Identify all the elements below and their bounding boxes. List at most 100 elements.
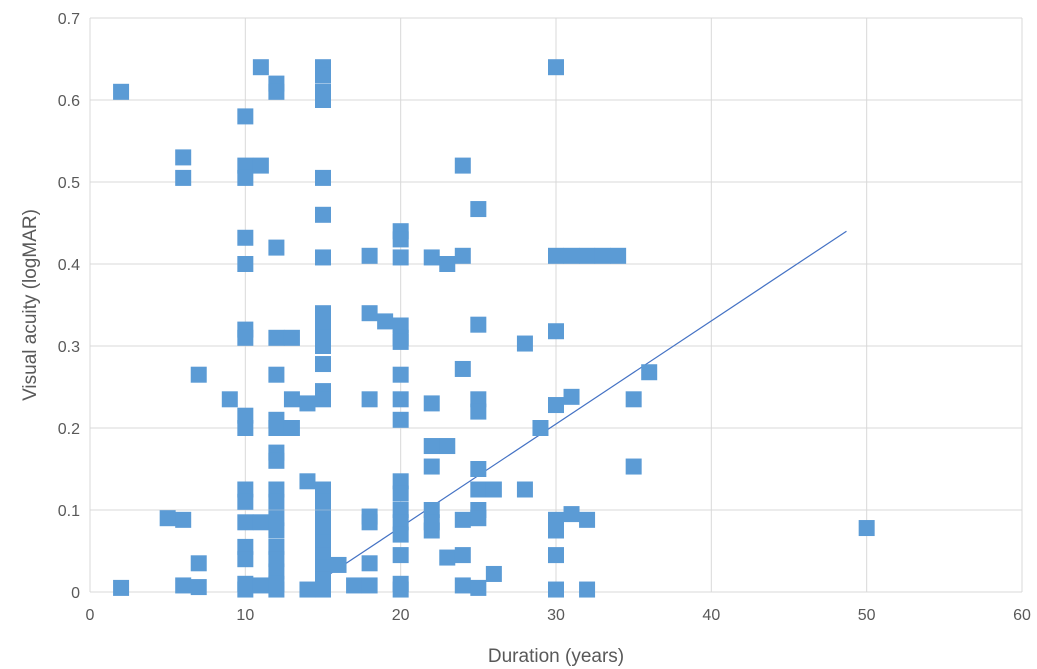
- data-point: [299, 395, 316, 412]
- data-point: [315, 249, 331, 266]
- data-point: [470, 391, 487, 408]
- data-point: [470, 481, 487, 498]
- data-point: [175, 511, 192, 528]
- data-point: [190, 366, 207, 383]
- data-point: [361, 555, 378, 572]
- data-point: [423, 458, 440, 475]
- data-point: [237, 581, 254, 598]
- data-point: [423, 522, 440, 539]
- data-point: [315, 356, 331, 373]
- data-point: [299, 581, 316, 598]
- data-point: [361, 514, 378, 531]
- x-tick-label: 30: [547, 607, 565, 624]
- data-point: [454, 511, 471, 528]
- data-point: [268, 538, 285, 555]
- data-point: [221, 391, 238, 408]
- data-point: [423, 249, 440, 266]
- data-point: [485, 481, 502, 498]
- data-point: [392, 502, 409, 518]
- data-point: [315, 493, 331, 510]
- y-tick-label: 0.3: [58, 339, 80, 356]
- data-point: [315, 534, 331, 551]
- data-point: [579, 581, 596, 598]
- data-point: [315, 581, 331, 598]
- data-point: [361, 247, 378, 264]
- data-point: [548, 59, 564, 76]
- data-point: [237, 538, 254, 555]
- data-point: [175, 577, 192, 594]
- data-point: [439, 549, 456, 566]
- data-point: [361, 305, 378, 322]
- data-point: [454, 247, 471, 264]
- data-point: [392, 526, 409, 543]
- data-point: [470, 510, 487, 527]
- data-point: [439, 256, 456, 272]
- data-point: [315, 391, 331, 408]
- data-point: [548, 247, 564, 264]
- data-point: [532, 420, 549, 436]
- data-point: [423, 502, 440, 518]
- data-points: [113, 59, 875, 598]
- data-point: [237, 514, 254, 531]
- data-point: [268, 366, 285, 383]
- data-point: [423, 395, 440, 412]
- data-point: [454, 360, 471, 377]
- data-point: [579, 511, 596, 528]
- x-tick-label: 0: [86, 607, 95, 624]
- data-point: [283, 391, 300, 408]
- data-point: [268, 239, 285, 256]
- data-point: [392, 547, 409, 564]
- data-point: [268, 481, 285, 498]
- data-point: [315, 169, 331, 186]
- data-point: [439, 438, 456, 455]
- x-axis-title: Duration (years): [488, 646, 624, 667]
- y-tick-label: 0.7: [58, 11, 80, 28]
- data-point: [625, 391, 642, 408]
- data-point: [470, 316, 487, 333]
- data-point: [268, 522, 285, 539]
- data-point: [237, 256, 254, 272]
- data-point: [454, 547, 471, 564]
- data-point: [252, 59, 269, 76]
- data-point: [237, 493, 254, 510]
- data-point: [548, 397, 564, 414]
- data-point: [268, 551, 285, 568]
- data-point: [315, 481, 331, 498]
- x-tick-label: 20: [392, 607, 410, 624]
- y-tick-label: 0.2: [58, 421, 80, 438]
- y-axis-title: Visual acuity (logMAR): [20, 209, 41, 401]
- data-point: [361, 577, 378, 594]
- data-point: [858, 520, 875, 537]
- x-tick-label: 10: [236, 607, 254, 624]
- y-tick-label: 0: [71, 585, 80, 602]
- data-point: [252, 514, 269, 531]
- data-point: [392, 231, 409, 248]
- data-point: [237, 108, 254, 125]
- data-point: [237, 481, 254, 498]
- data-point: [237, 169, 254, 186]
- data-point: [268, 420, 285, 436]
- data-point: [283, 329, 300, 346]
- data-point: [237, 407, 254, 424]
- data-point: [392, 485, 409, 502]
- data-point: [190, 555, 207, 572]
- data-point: [548, 547, 564, 564]
- data-point: [315, 206, 331, 223]
- x-tick-label: 50: [858, 607, 876, 624]
- data-point: [470, 461, 487, 477]
- data-point: [361, 391, 378, 408]
- data-point: [252, 157, 269, 174]
- data-point: [548, 581, 564, 598]
- y-tick-label: 0.4: [58, 257, 80, 274]
- data-point: [392, 391, 409, 408]
- data-point: [159, 510, 176, 527]
- data-point: [237, 551, 254, 568]
- y-tick-label: 0.5: [58, 175, 80, 192]
- data-point: [346, 577, 363, 594]
- data-point: [516, 335, 533, 352]
- data-point: [315, 338, 331, 354]
- data-point: [237, 229, 254, 246]
- x-tick-label: 60: [1013, 607, 1031, 624]
- data-point: [470, 201, 487, 218]
